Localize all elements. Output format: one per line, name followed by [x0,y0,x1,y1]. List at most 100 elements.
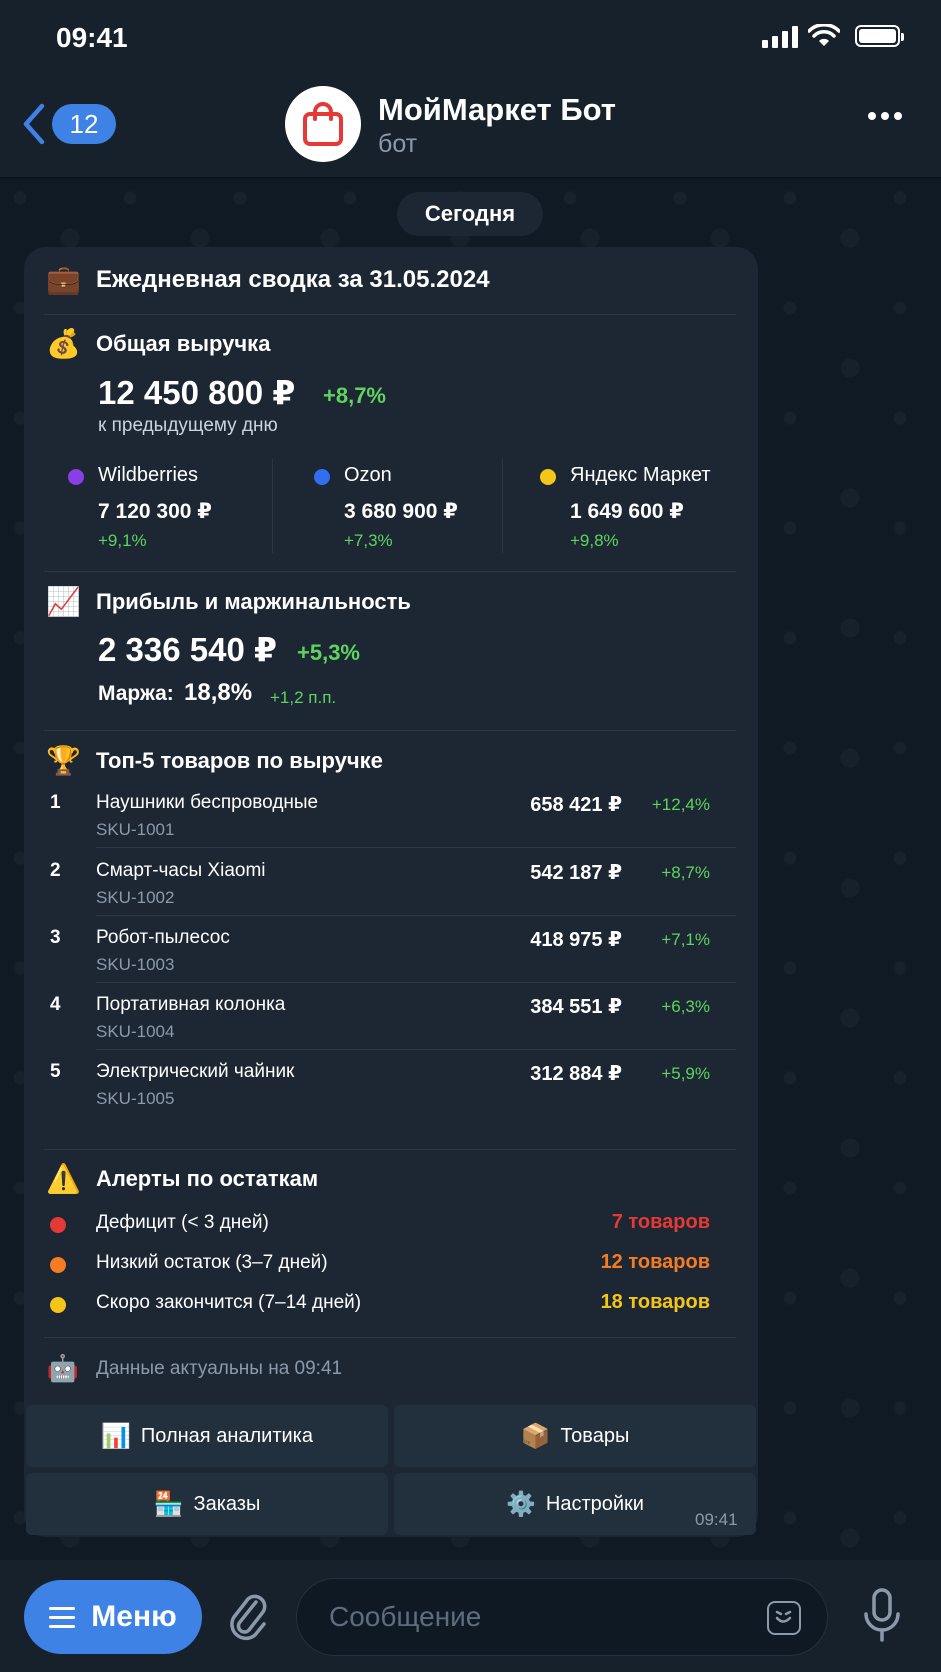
chat-title[interactable]: МойМаркет Бот [378,92,616,127]
back-arrow-icon[interactable] [20,102,48,146]
alert-count: 7 товаров [611,1211,710,1233]
data-timestamp: Данные актуальны на 09:41 [96,1357,343,1379]
status-bar: 09:41 [0,0,941,78]
profit-heading-row: 📈 Прибыль и маржинальность [46,585,411,618]
button-label: Настройки [545,1492,644,1515]
margin-change: +1,2 п.п. [270,688,337,707]
alert-dot [50,1297,66,1313]
bot-avatar[interactable] [285,86,361,162]
marketplace-amount: 1 649 600 ₽ [570,500,684,523]
button-label: Товары [560,1424,630,1447]
product-name: Смарт-часы Xiaomi [96,860,266,881]
product-amount: 418 975 ₽ [530,929,622,951]
product-name: Наушники беспроводные [96,792,319,813]
divider [44,730,736,731]
product-change: +7,1% [661,930,710,949]
row-divider [96,1049,736,1050]
product-name: Робот-пылесос [96,927,230,948]
message-input-bar: Меню Сообщение [0,1560,941,1672]
menu-icon [49,1606,76,1628]
settings-button[interactable]: ⚙️ Настройки [394,1473,756,1535]
product-amount: 658 421 ₽ [530,794,622,816]
more-options-icon[interactable] [868,112,902,120]
revenue-heading: Общая выручка [96,330,271,356]
button-label: Заказы [193,1492,261,1515]
menu-label: Меню [91,1600,177,1633]
product-sku: SKU-1001 [96,820,175,839]
margin-value: 18,8% [184,679,253,706]
ozon-dot [314,469,330,485]
bar-chart-icon: 📊 [101,1422,131,1450]
gear-icon: ⚙️ [506,1490,536,1518]
button-label: Полная аналитика [140,1424,313,1447]
orders-icon: 🏪 [153,1490,184,1518]
wifi-icon [808,24,840,46]
menu-button[interactable]: Меню [24,1580,202,1654]
row-divider [96,847,736,848]
product-sku: SKU-1005 [96,1089,175,1108]
row-divider [96,915,736,916]
chart-up-icon: 📈 [46,586,81,617]
paperclip-icon[interactable] [226,1588,270,1644]
chat-subtitle: бот [378,130,418,158]
unread-count-badge[interactable]: 12 [52,104,116,144]
top-products-heading-row: 🏆 Топ-5 товаров по выручке [46,744,383,777]
product-amount: 384 551 ₽ [530,996,622,1018]
chat-header: 12 МойМаркет Бот бот [0,78,941,178]
marketplace-name: Яндекс Маркет [570,464,711,486]
sticker-icon[interactable] [767,1601,801,1635]
message-placeholder: Сообщение [329,1601,482,1632]
package-icon: 📦 [520,1422,551,1450]
product-sku: SKU-1004 [96,1022,175,1041]
product-rank: 1 [50,792,61,813]
profit-change: +5,3% [297,640,360,665]
product-change: +6,3% [661,997,710,1016]
bot-message: 💼 Ежедневная сводка за 31.05.2024 💰 Обща… [24,247,758,1537]
divider [44,1149,736,1150]
product-rank: 4 [50,994,61,1015]
alert-dot [50,1217,66,1233]
alert-count: 12 товаров [600,1251,710,1273]
marketplace-amount: 7 120 300 ₽ [98,500,212,523]
alert-label: Скоро закончится (7–14 дней) [96,1292,362,1313]
alerts-heading: Алерты по остаткам [96,1165,319,1191]
product-name: Портативная колонка [96,994,286,1015]
alert-label: Низкий остаток (3–7 дней) [96,1252,328,1273]
marketplace-name: Wildberries [98,464,199,486]
battery-icon [855,25,904,47]
top-products-heading: Топ-5 товаров по выручке [96,747,383,773]
status-time: 09:41 [56,22,128,53]
margin-label: Маржа: [98,682,174,705]
revenue-change-note: к предыдущему дню [98,415,278,436]
divider [44,314,736,315]
product-name: Электрический чайник [96,1061,295,1082]
marketplace-change: +7,3% [344,531,393,550]
product-rank: 5 [50,1061,61,1082]
wildberries-dot [68,469,84,485]
microphone-icon[interactable] [858,1586,906,1646]
revenue-heading-row: 💰 Общая выручка [46,327,270,360]
row-divider [96,982,736,983]
robot-icon: 🤖 [46,1353,80,1383]
product-rank: 3 [50,927,61,948]
divider [44,571,736,572]
products-button[interactable]: 📦 Товары [394,1405,756,1467]
alert-dot [50,1257,66,1273]
marketplace-change: +9,8% [570,531,619,550]
marketplace-name: Ozon [344,464,392,486]
marketplace-separator [502,459,503,553]
summary-title: Ежедневная сводка за 31.05.2024 [96,265,490,293]
marketplace-amount: 3 680 900 ₽ [344,500,458,523]
shopping-bag-icon [303,102,343,146]
summary-footer-row: 🤖 Данные актуальны на 09:41 [46,1353,342,1384]
product-rank: 2 [50,860,61,881]
message-input[interactable]: Сообщение [296,1578,828,1656]
product-change: +5,9% [661,1064,710,1083]
revenue-amount: 12 450 800 ₽ [98,374,296,411]
product-sku: SKU-1002 [96,888,175,907]
orders-button[interactable]: 🏪 Заказы [26,1473,388,1535]
yandex-dot [540,469,556,485]
full-analytics-button[interactable]: 📊 Полная аналитика [26,1405,388,1467]
product-change: +8,7% [661,863,710,882]
warning-icon: ⚠️ [46,1163,81,1194]
